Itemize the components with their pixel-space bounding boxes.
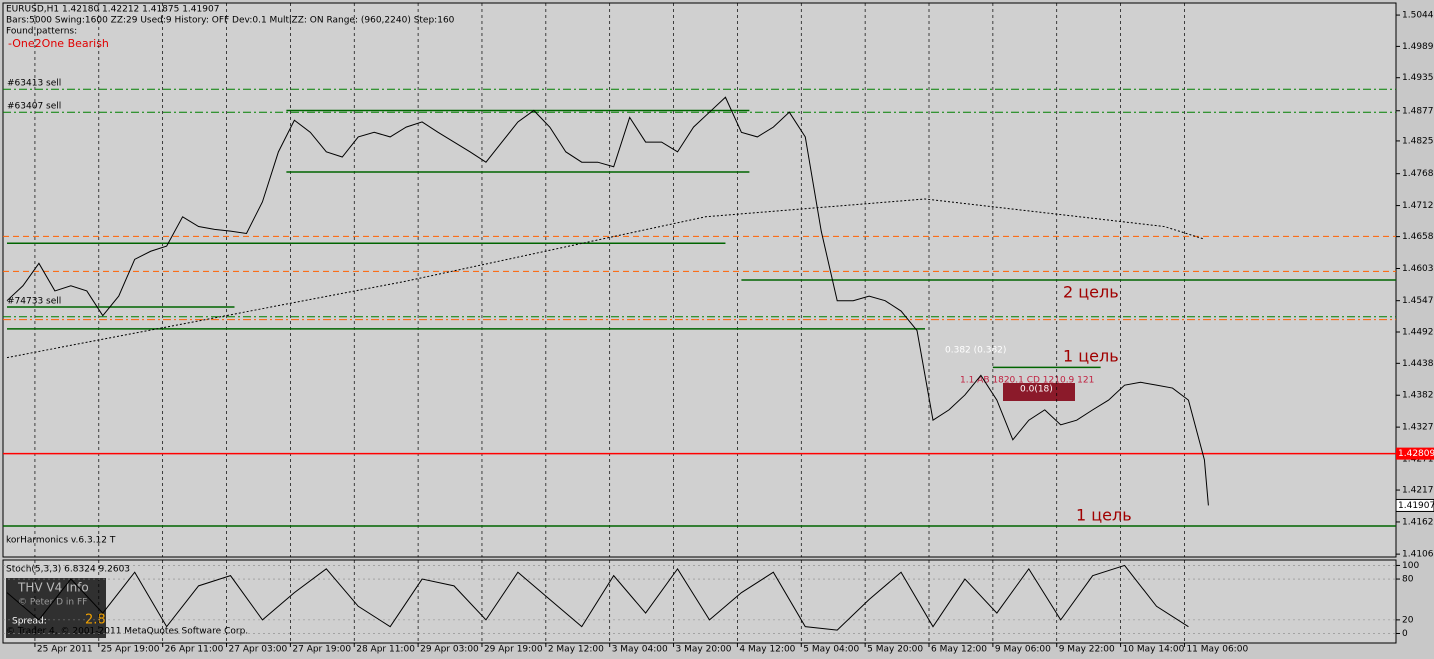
y-tick-label: 1.43270 <box>1402 423 1434 433</box>
stoch-panel <box>2 559 1397 644</box>
y-tick-label: 1.42175 <box>1402 486 1434 496</box>
x-tick-label: 9 May 22:00 <box>1059 645 1115 655</box>
x-tick-label: 27 Apr 19:00 <box>292 645 351 655</box>
y-tick-label: 1.48775 <box>1402 106 1434 116</box>
x-tick-label: 4 May 12:00 <box>739 645 795 655</box>
footer: © Trader 4, © 2001-2011 MetaQuotes Softw… <box>6 627 248 637</box>
y-tick-label: 1.46030 <box>1402 264 1434 274</box>
y-tick-label: 1.47125 <box>1402 201 1434 211</box>
y-tick-label: 0 <box>1402 629 1408 639</box>
annotation: 1 цель <box>1076 506 1132 525</box>
x-tick-label: 29 Apr 03:00 <box>420 645 479 655</box>
y-tick-label: 1.43825 <box>1402 391 1434 401</box>
price-box <box>1396 447 1434 460</box>
x-tick-label: 29 Apr 19:00 <box>484 645 543 655</box>
series-line <box>6 96 1209 506</box>
y-tick-label: 20 <box>1402 615 1414 625</box>
indicator: korHarmonics v.6.3.12 T <box>6 536 116 546</box>
x-tick-label: 27 Apr 03:00 <box>229 645 288 655</box>
y-tick-label: 1.46585 <box>1402 232 1434 242</box>
level-label: #63413 sell <box>7 79 61 89</box>
x-tick-label: 11 May 06:00 <box>1186 645 1248 655</box>
annotation: 2 цель <box>1063 283 1119 302</box>
level-label: #74733 sell <box>7 297 61 307</box>
spread: 2.8 <box>85 613 106 628</box>
y-tick-label: 1.50440 <box>1402 11 1434 21</box>
harmonic-note: 1.1 AB 1820.1 CD 1210.9 121 <box>960 376 1094 386</box>
y-tick-label: 1.41620 <box>1402 517 1434 527</box>
settings-line: Bars:5000 Swing:1600 ZZ:29 Used:9 Histor… <box>6 16 455 26</box>
price-label: 1.42809 <box>1398 449 1434 459</box>
series-line <box>6 564 1189 631</box>
x-tick-label: 3 May 20:00 <box>676 645 732 655</box>
fib: 0.382 (0.382) <box>945 346 1006 356</box>
price-label: 1.41907 <box>1398 501 1434 511</box>
x-tick-label: 28 Apr 11:00 <box>356 645 415 655</box>
spread-label: Spread: <box>12 617 47 627</box>
level-label: #63407 sell <box>7 102 61 112</box>
y-tick-label: 1.49350 <box>1402 73 1434 83</box>
x-tick-label: 25 Apr 2011 <box>37 645 93 655</box>
x-tick-label: 5 May 04:00 <box>803 645 859 655</box>
x-tick-label: 9 May 06:00 <box>995 645 1051 655</box>
x-tick-label: 26 Apr 11:00 <box>165 645 224 655</box>
y-tick-label: 1.41060 <box>1402 550 1434 560</box>
x-tick-label: 3 May 04:00 <box>612 645 668 655</box>
y-tick-label: 1.47680 <box>1402 169 1434 179</box>
pattern: -One2One Bearish <box>8 37 109 50</box>
y-tick-label: 80 <box>1402 575 1414 585</box>
ratio: 0.0(18) <box>1020 385 1053 395</box>
info-box <box>6 578 106 638</box>
x-tick-label: 25 Apr 19:00 <box>101 645 160 655</box>
y-tick-label: 1.44925 <box>1402 328 1434 338</box>
x-tick-label: 10 May 14:00 <box>1123 645 1185 655</box>
price-box <box>1395 498 1434 512</box>
y-tick-label: 1.45470 <box>1402 296 1434 306</box>
y-tick-label: 1.48250 <box>1402 136 1434 146</box>
y-tick-label: 1.44380 <box>1402 359 1434 369</box>
symbol-line: EURUSD,H1 1.42180 1.42212 1.41875 1.4190… <box>6 5 219 15</box>
info-title: THV V4 Info <box>17 581 89 595</box>
y-tick-label: 1.49895 <box>1402 42 1434 52</box>
x-tick-label: 6 May 12:00 <box>931 645 987 655</box>
annotation: 1 цель <box>1063 347 1119 366</box>
x-tick-label: 5 May 20:00 <box>867 645 923 655</box>
x-tick-label: 2 May 12:00 <box>548 645 604 655</box>
series-line <box>6 198 1205 359</box>
panel-title: Stoch(5,3,3) 6.8324 9.2603 <box>6 565 130 575</box>
y-tick-label: 100 <box>1402 561 1419 571</box>
found: Found patterns: <box>6 27 77 37</box>
